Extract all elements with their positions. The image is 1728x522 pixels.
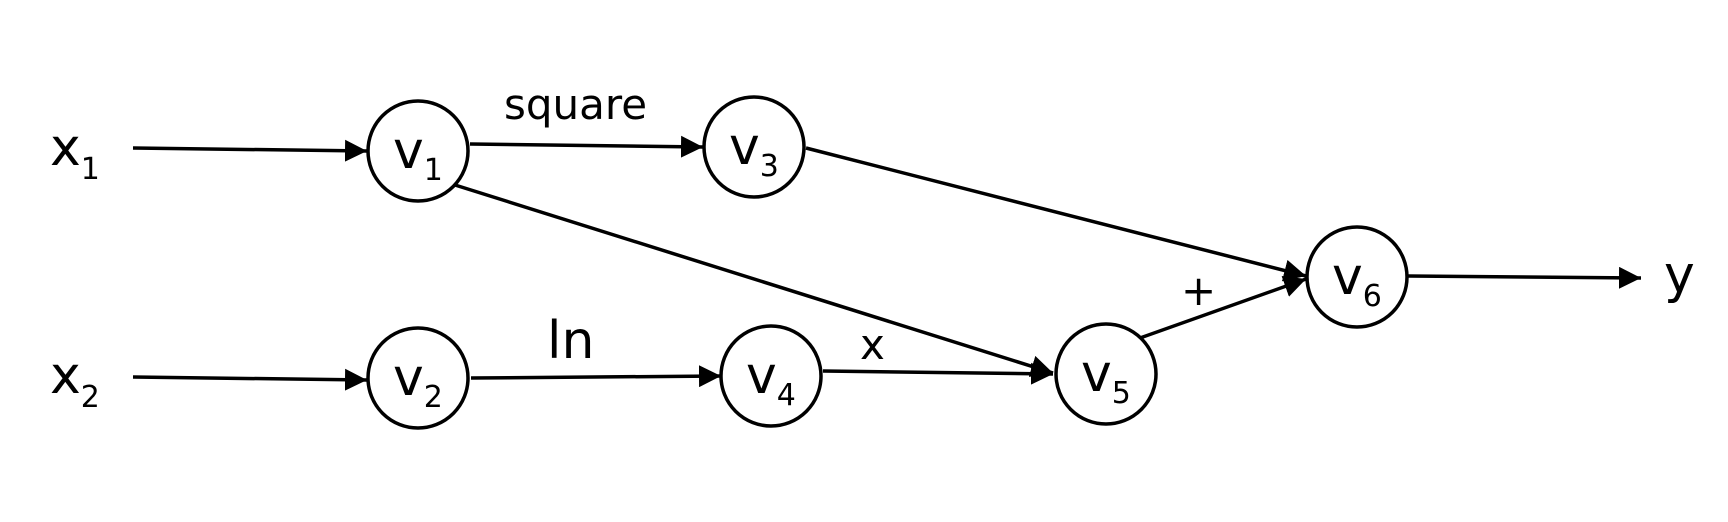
node-v4-subscript: 4 (777, 378, 796, 413)
node-v5: v5 (1054, 322, 1158, 426)
node-v1-label: v (393, 121, 424, 181)
edge-x1-v1 (132, 139, 368, 162)
input-x2-subscript: 2 (81, 380, 100, 415)
node-v1: v1 (366, 99, 470, 203)
edge-v2-v4 (470, 365, 722, 388)
edge-label-square: square (504, 80, 647, 129)
node-v3-label: v (729, 117, 760, 177)
node-v6-label: v (1332, 247, 1363, 307)
input-x2: x2 (50, 346, 100, 415)
svg-text:v4: v4 (746, 346, 796, 413)
node-v2-subscript: 2 (424, 380, 443, 415)
svg-text:v1: v1 (393, 121, 443, 188)
node-v2: v2 (366, 326, 470, 430)
edge-v4-v5 (822, 362, 1054, 385)
node-v4-label: v (746, 346, 777, 406)
edge-x2-v2 (132, 368, 368, 391)
svg-text:v6: v6 (1332, 247, 1382, 314)
edge-v6-y (1407, 266, 1642, 289)
node-v1-subscript: 1 (424, 153, 443, 188)
node-v2-label: v (393, 348, 424, 408)
edge-v3-v6 (805, 146, 1307, 282)
input-x1-subscript: 1 (81, 152, 100, 187)
edge-label-times: x (860, 320, 885, 369)
node-v3: v3 (702, 95, 806, 199)
edge-v1-v3 (469, 135, 704, 158)
input-x1-label: x (50, 118, 81, 178)
node-v4: v4 (719, 324, 823, 428)
node-v3-subscript: 3 (760, 149, 779, 184)
edge-v1-v5 (454, 183, 1054, 377)
svg-text:v5: v5 (1081, 344, 1131, 411)
node-v6: v6 (1305, 225, 1409, 329)
output-y: y (1664, 245, 1695, 305)
svg-text:v3: v3 (729, 117, 779, 184)
node-v5-subscript: 5 (1112, 376, 1131, 411)
edge-label-ln: ln (547, 311, 594, 371)
edge-label-plus: + (1181, 266, 1216, 315)
input-x2-label: x (50, 346, 81, 406)
node-v5-label: v (1081, 344, 1112, 404)
node-v6-subscript: 6 (1363, 279, 1382, 314)
svg-text:v2: v2 (393, 348, 443, 415)
edge-v5-v6 (1139, 276, 1307, 340)
input-x1: x1 (50, 118, 100, 187)
